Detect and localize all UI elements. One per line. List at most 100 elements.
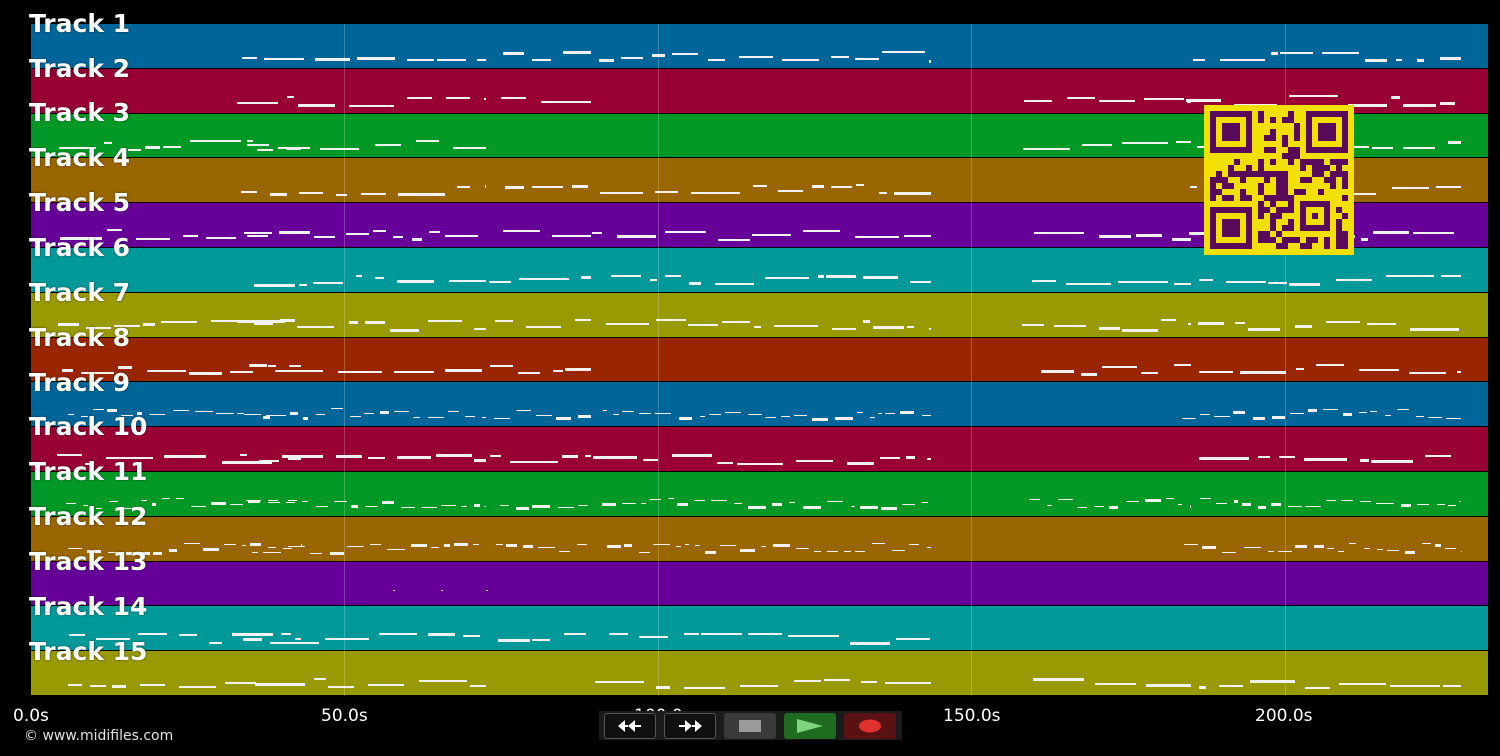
note — [299, 283, 308, 286]
note — [237, 413, 245, 415]
note — [393, 370, 434, 373]
record-button[interactable] — [844, 712, 896, 739]
note — [684, 543, 690, 545]
track-1-lane[interactable] — [31, 24, 1488, 69]
note — [753, 185, 767, 188]
note — [1341, 499, 1353, 501]
note — [522, 545, 534, 549]
note — [397, 192, 445, 196]
note — [595, 681, 645, 684]
note — [1233, 499, 1238, 503]
note — [683, 633, 699, 636]
note — [315, 58, 350, 62]
track-6-lane[interactable] — [31, 248, 1488, 293]
note — [1413, 232, 1454, 235]
note — [721, 320, 751, 323]
time-tick-label: 150.0s — [943, 706, 1001, 726]
note — [125, 551, 133, 555]
note — [290, 412, 296, 414]
note — [127, 148, 141, 151]
note — [1023, 100, 1053, 103]
note — [418, 680, 467, 683]
note — [444, 234, 479, 237]
note — [118, 365, 132, 369]
note — [1144, 98, 1185, 101]
track-label: Track 4 — [29, 143, 131, 172]
note — [484, 505, 486, 507]
note — [1386, 550, 1400, 552]
note — [57, 454, 83, 457]
track-12-lane[interactable] — [31, 516, 1488, 562]
track-15-lane[interactable] — [31, 651, 1488, 696]
note — [541, 101, 591, 104]
note — [240, 453, 248, 456]
note — [772, 543, 791, 547]
track-label: Track 14 — [29, 592, 148, 621]
note — [748, 414, 762, 416]
note — [86, 326, 111, 329]
note — [1363, 547, 1371, 549]
track-11-lane[interactable] — [31, 472, 1488, 517]
note — [1146, 684, 1191, 688]
note — [83, 505, 89, 506]
track-8-lane[interactable] — [31, 337, 1488, 383]
note — [113, 324, 140, 327]
note — [287, 499, 297, 501]
track-14-lane[interactable] — [31, 606, 1488, 652]
note — [254, 283, 295, 287]
note — [266, 415, 285, 417]
note — [1219, 685, 1244, 688]
note — [1200, 414, 1211, 416]
note — [621, 411, 634, 413]
track-9-lane[interactable] — [31, 382, 1488, 428]
stop-button[interactable] — [724, 712, 776, 739]
note — [477, 59, 486, 62]
note — [765, 276, 810, 279]
note — [557, 506, 574, 508]
stop-icon — [739, 719, 761, 732]
note — [375, 144, 401, 147]
note — [489, 454, 501, 457]
note — [68, 413, 74, 415]
note — [1215, 503, 1227, 505]
note — [824, 679, 850, 682]
note — [855, 235, 900, 238]
track-13-lane[interactable] — [31, 561, 1488, 607]
note — [1417, 59, 1425, 62]
track-label: Track 10 — [29, 412, 148, 441]
track-7-lane[interactable] — [31, 292, 1488, 338]
note — [1141, 371, 1158, 374]
note — [287, 546, 297, 548]
qr-code — [1204, 105, 1354, 255]
note — [1125, 501, 1139, 503]
note — [846, 461, 875, 465]
note — [1335, 279, 1372, 282]
note — [286, 95, 295, 98]
note — [621, 502, 636, 504]
track-10-lane[interactable] — [31, 427, 1488, 472]
note — [885, 412, 895, 414]
note — [267, 364, 276, 367]
note — [748, 633, 782, 636]
note — [1033, 678, 1084, 682]
note — [241, 190, 258, 193]
note — [929, 59, 931, 63]
note — [740, 685, 779, 688]
note — [892, 549, 906, 551]
note — [270, 642, 320, 645]
note — [360, 193, 386, 196]
note — [832, 327, 856, 330]
play-button[interactable] — [784, 712, 836, 739]
note — [831, 55, 849, 58]
fast-forward-button[interactable] — [664, 712, 716, 739]
note — [334, 501, 347, 503]
note — [1390, 95, 1401, 99]
note — [671, 453, 713, 457]
note — [1177, 504, 1182, 506]
note — [1173, 283, 1191, 286]
note — [655, 685, 671, 689]
note — [1034, 232, 1084, 235]
note — [441, 589, 443, 591]
track-label: Track 3 — [29, 98, 131, 127]
rewind-button[interactable] — [604, 712, 656, 739]
